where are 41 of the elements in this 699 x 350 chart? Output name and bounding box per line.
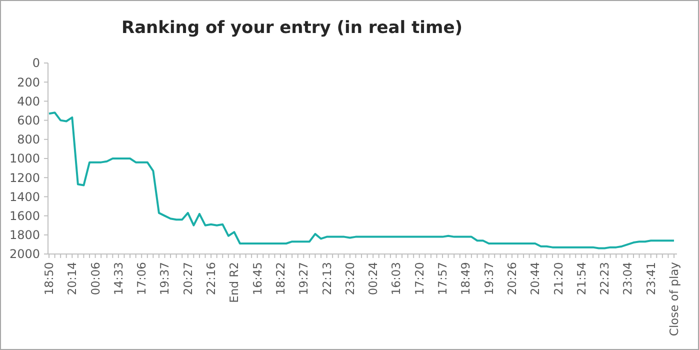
x-tick-label: 17:20 bbox=[412, 262, 426, 296]
y-tick-label: 2000 bbox=[9, 247, 40, 262]
y-tick-label: 600 bbox=[17, 114, 40, 128]
x-tick-label: 23:04 bbox=[620, 262, 635, 296]
y-tick-label: 1000 bbox=[9, 152, 40, 166]
x-tick-label: 22:23 bbox=[598, 262, 612, 296]
x-tick-label: 17:06 bbox=[134, 262, 149, 296]
x-tick-label: 20:44 bbox=[528, 262, 542, 296]
x-tick-label: 22:16 bbox=[204, 262, 218, 296]
y-tick-label: 1200 bbox=[9, 170, 40, 185]
x-tick-label: 18:22 bbox=[273, 262, 288, 296]
x-tick-label: 21:54 bbox=[574, 262, 588, 296]
x-tick-label: 23:41 bbox=[644, 262, 658, 296]
x-tick-label: 00:06 bbox=[88, 262, 102, 296]
y-tick-label: 1400 bbox=[9, 190, 40, 204]
x-tick-label: 16:45 bbox=[250, 262, 264, 296]
x-tick-label: 14:33 bbox=[111, 262, 126, 296]
y-tick-label: 400 bbox=[17, 94, 40, 108]
x-tick-label: 19:37 bbox=[482, 262, 496, 296]
x-tick-label: 21:20 bbox=[551, 262, 566, 296]
line-series bbox=[48, 112, 675, 250]
x-tick-label: 20:26 bbox=[504, 262, 519, 296]
x-tick-label: 16:03 bbox=[389, 262, 404, 296]
x-tick-label: 23:20 bbox=[342, 262, 357, 296]
x-tick-label: 19:37 bbox=[158, 262, 172, 296]
y-tick-label: 200 bbox=[17, 75, 40, 90]
chart-title: Ranking of your entry (in real time) bbox=[121, 18, 463, 38]
x-tick-label: 22:13 bbox=[320, 262, 334, 296]
y-tick-label: 800 bbox=[17, 132, 40, 147]
x-tick-label: 18:50 bbox=[42, 262, 56, 296]
y-tick-label: 1800 bbox=[9, 228, 40, 242]
x-tick-label: 00:24 bbox=[366, 262, 380, 296]
x-tick-label: 20:14 bbox=[65, 262, 80, 296]
x-tick-label: 18:49 bbox=[458, 262, 473, 296]
y-tick-label: 0 bbox=[32, 56, 40, 70]
x-tick-label: 17:57 bbox=[436, 262, 450, 296]
x-tick-label: Close of play bbox=[667, 262, 681, 336]
x-tick-label: 20:27 bbox=[180, 262, 195, 296]
x-tick-label: End R2 bbox=[227, 262, 242, 303]
y-tick-label: 1600 bbox=[9, 209, 40, 223]
x-tick-label: 19:27 bbox=[296, 262, 311, 296]
